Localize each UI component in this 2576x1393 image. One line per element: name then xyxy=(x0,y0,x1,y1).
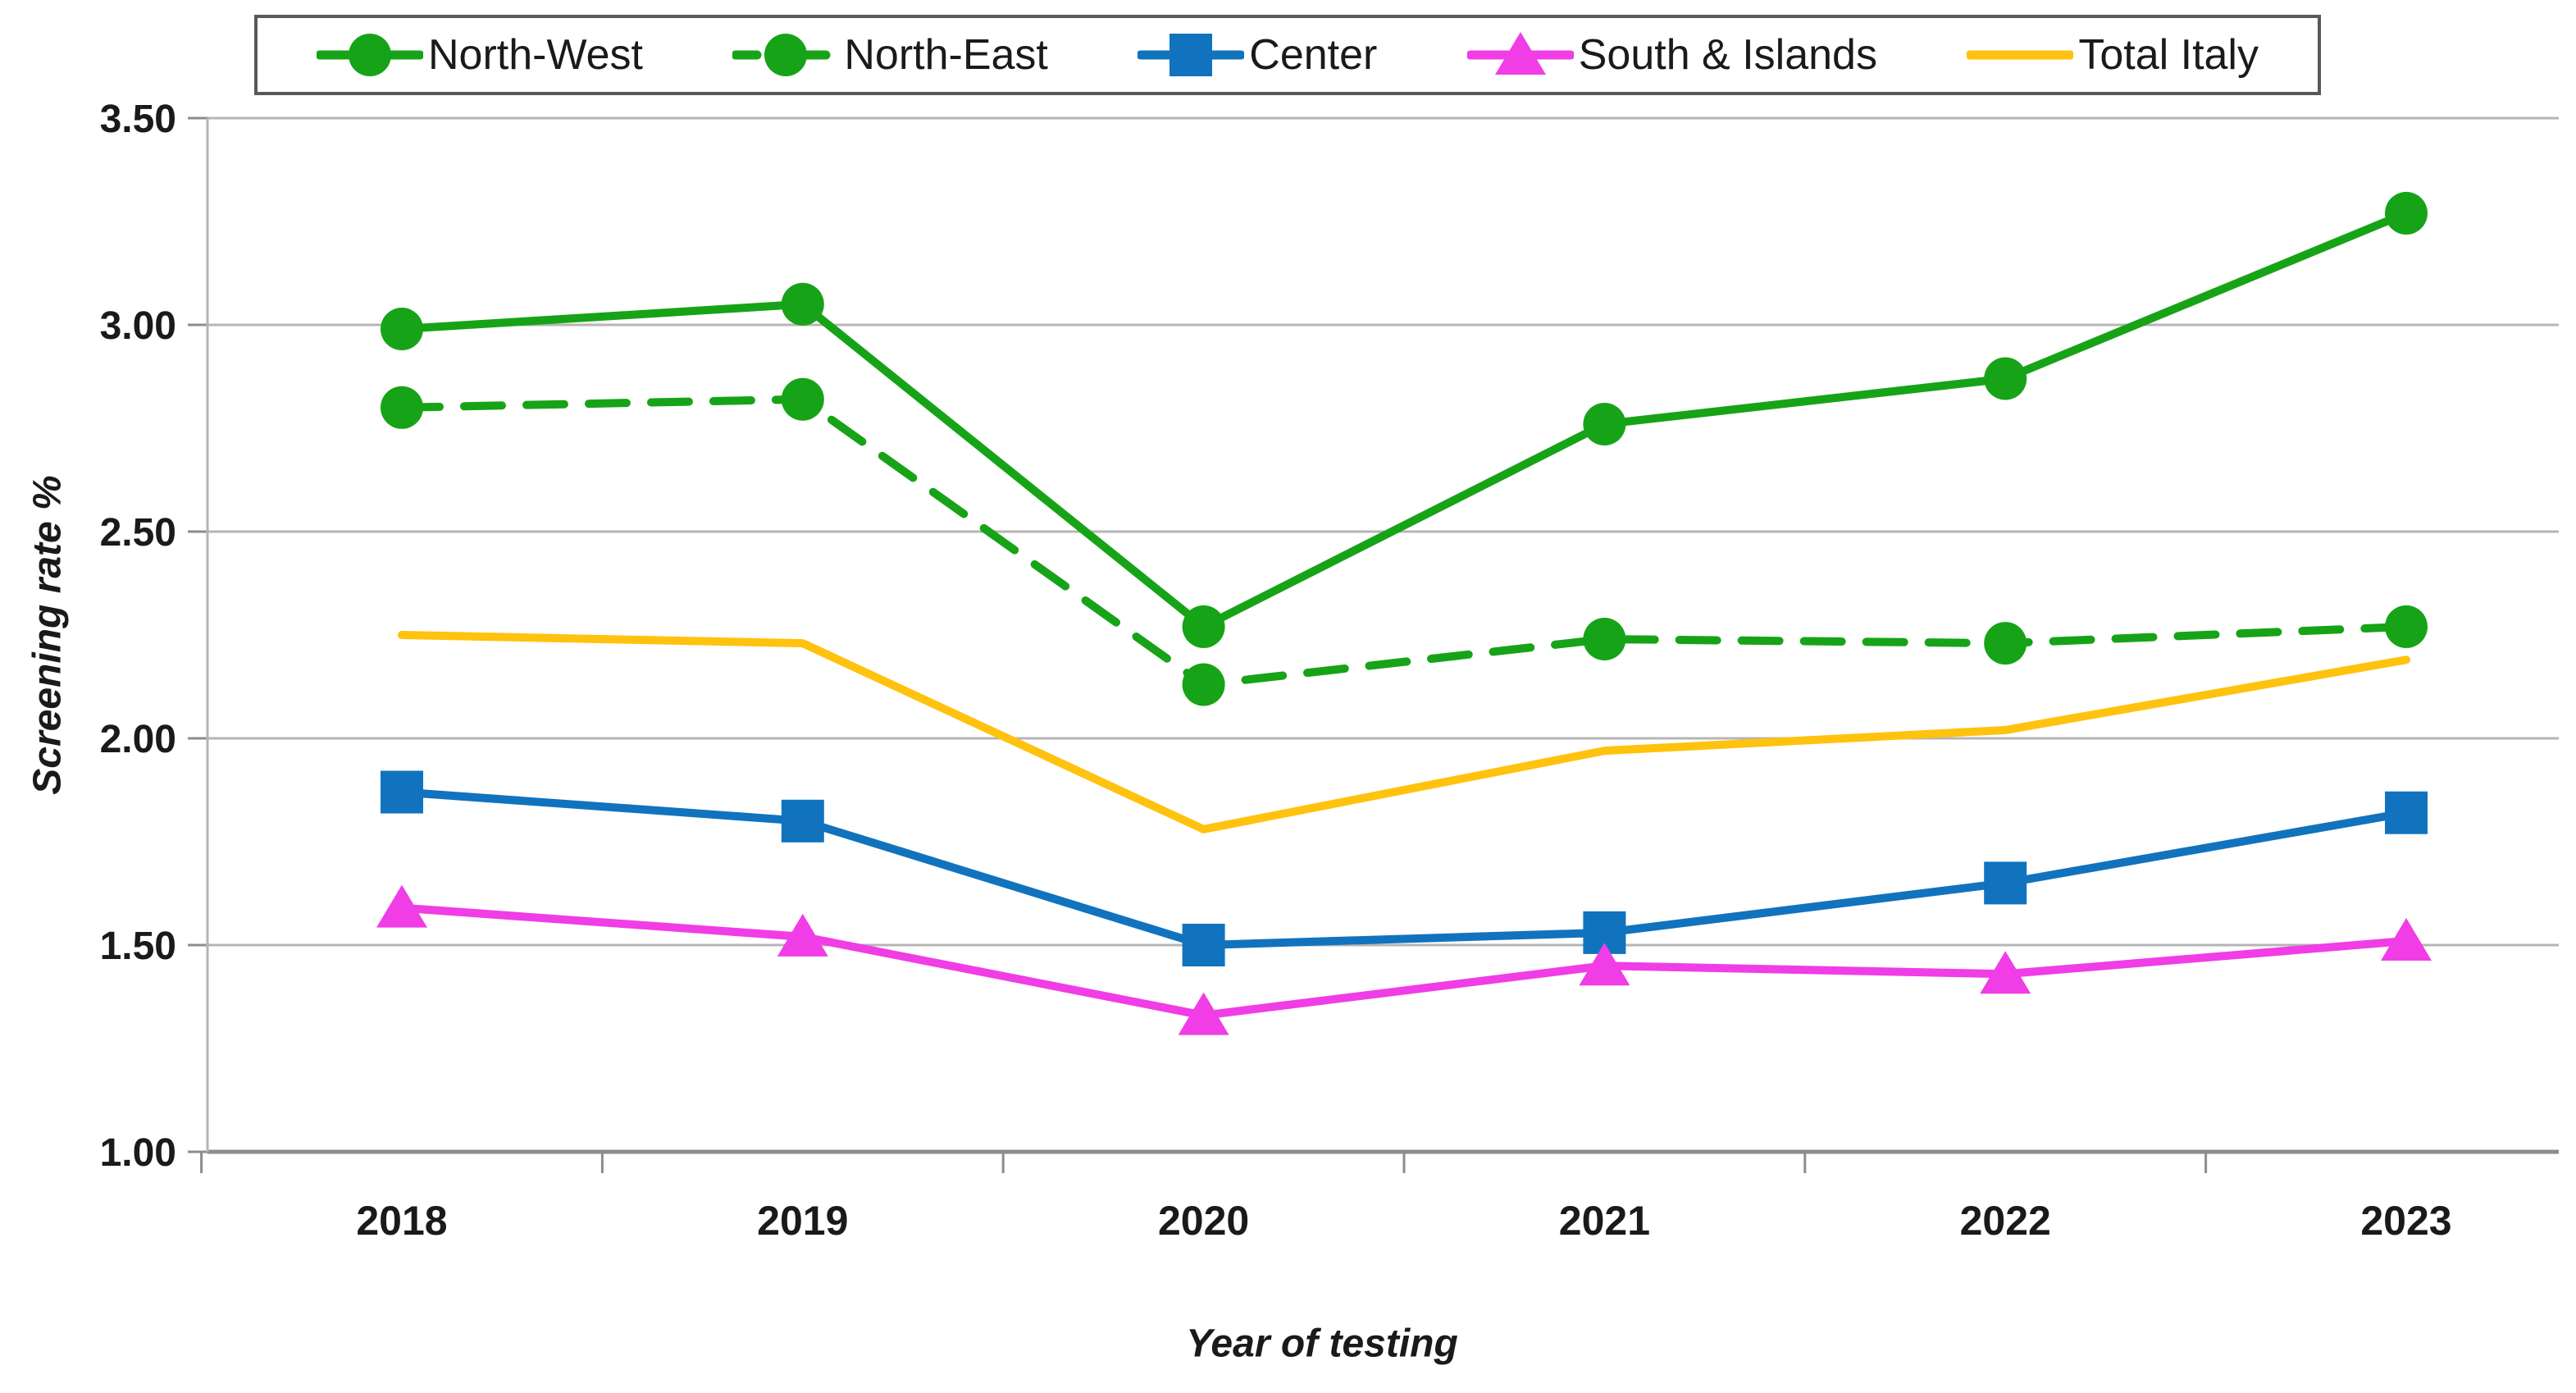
legend-item-total-italy: Total Italy xyxy=(1967,29,2259,81)
legend-item-label: North-East xyxy=(844,31,1048,79)
x-tick-label: 2019 xyxy=(757,1198,848,1244)
y-tick-label: 2.00 xyxy=(100,718,176,761)
x-tick-label: 2020 xyxy=(1158,1198,1249,1244)
y-axis-title: Screening rate % xyxy=(25,475,70,795)
x-axis-title: Year of testing xyxy=(1186,1322,1458,1366)
x-tick-label: 2021 xyxy=(1559,1198,1650,1244)
legend-item-north-east: North-East xyxy=(732,29,1048,81)
legend-swatch xyxy=(1138,34,1245,76)
x-tick-label: 2022 xyxy=(1960,1198,2051,1244)
legend-item-center: Center xyxy=(1138,29,1377,81)
legend-item-south-islands: South & Islands xyxy=(1466,29,1877,81)
legend-item-label: North-West xyxy=(428,31,643,79)
series-north-east xyxy=(381,377,2428,706)
series-south-islands xyxy=(376,884,2432,1035)
legend-swatch xyxy=(732,34,840,76)
legend-box: North-West North-East Center South & Island… xyxy=(254,15,2321,95)
legend-item-label: Center xyxy=(1249,31,1378,79)
legend-item-label: South & Islands xyxy=(1578,31,1877,79)
legend-item-north-west: North-West xyxy=(317,29,643,81)
legend-swatch xyxy=(1967,50,2074,60)
y-tick-label: 1.00 xyxy=(100,1131,176,1175)
y-tick-label: 3.50 xyxy=(100,98,176,141)
y-tick-label: 1.50 xyxy=(100,925,176,968)
legend-swatch xyxy=(317,34,423,76)
legend-swatch xyxy=(1466,32,1574,75)
x-tick-label: 2018 xyxy=(356,1198,447,1244)
legend-item-label: Total Italy xyxy=(2078,31,2259,79)
y-tick-label: 3.00 xyxy=(100,304,176,348)
x-tick-label: 2023 xyxy=(2360,1198,2451,1244)
y-tick-label: 2.50 xyxy=(100,511,176,555)
series-total-italy xyxy=(398,631,2410,834)
series-center xyxy=(381,770,2428,966)
series-north-west xyxy=(381,191,2428,648)
